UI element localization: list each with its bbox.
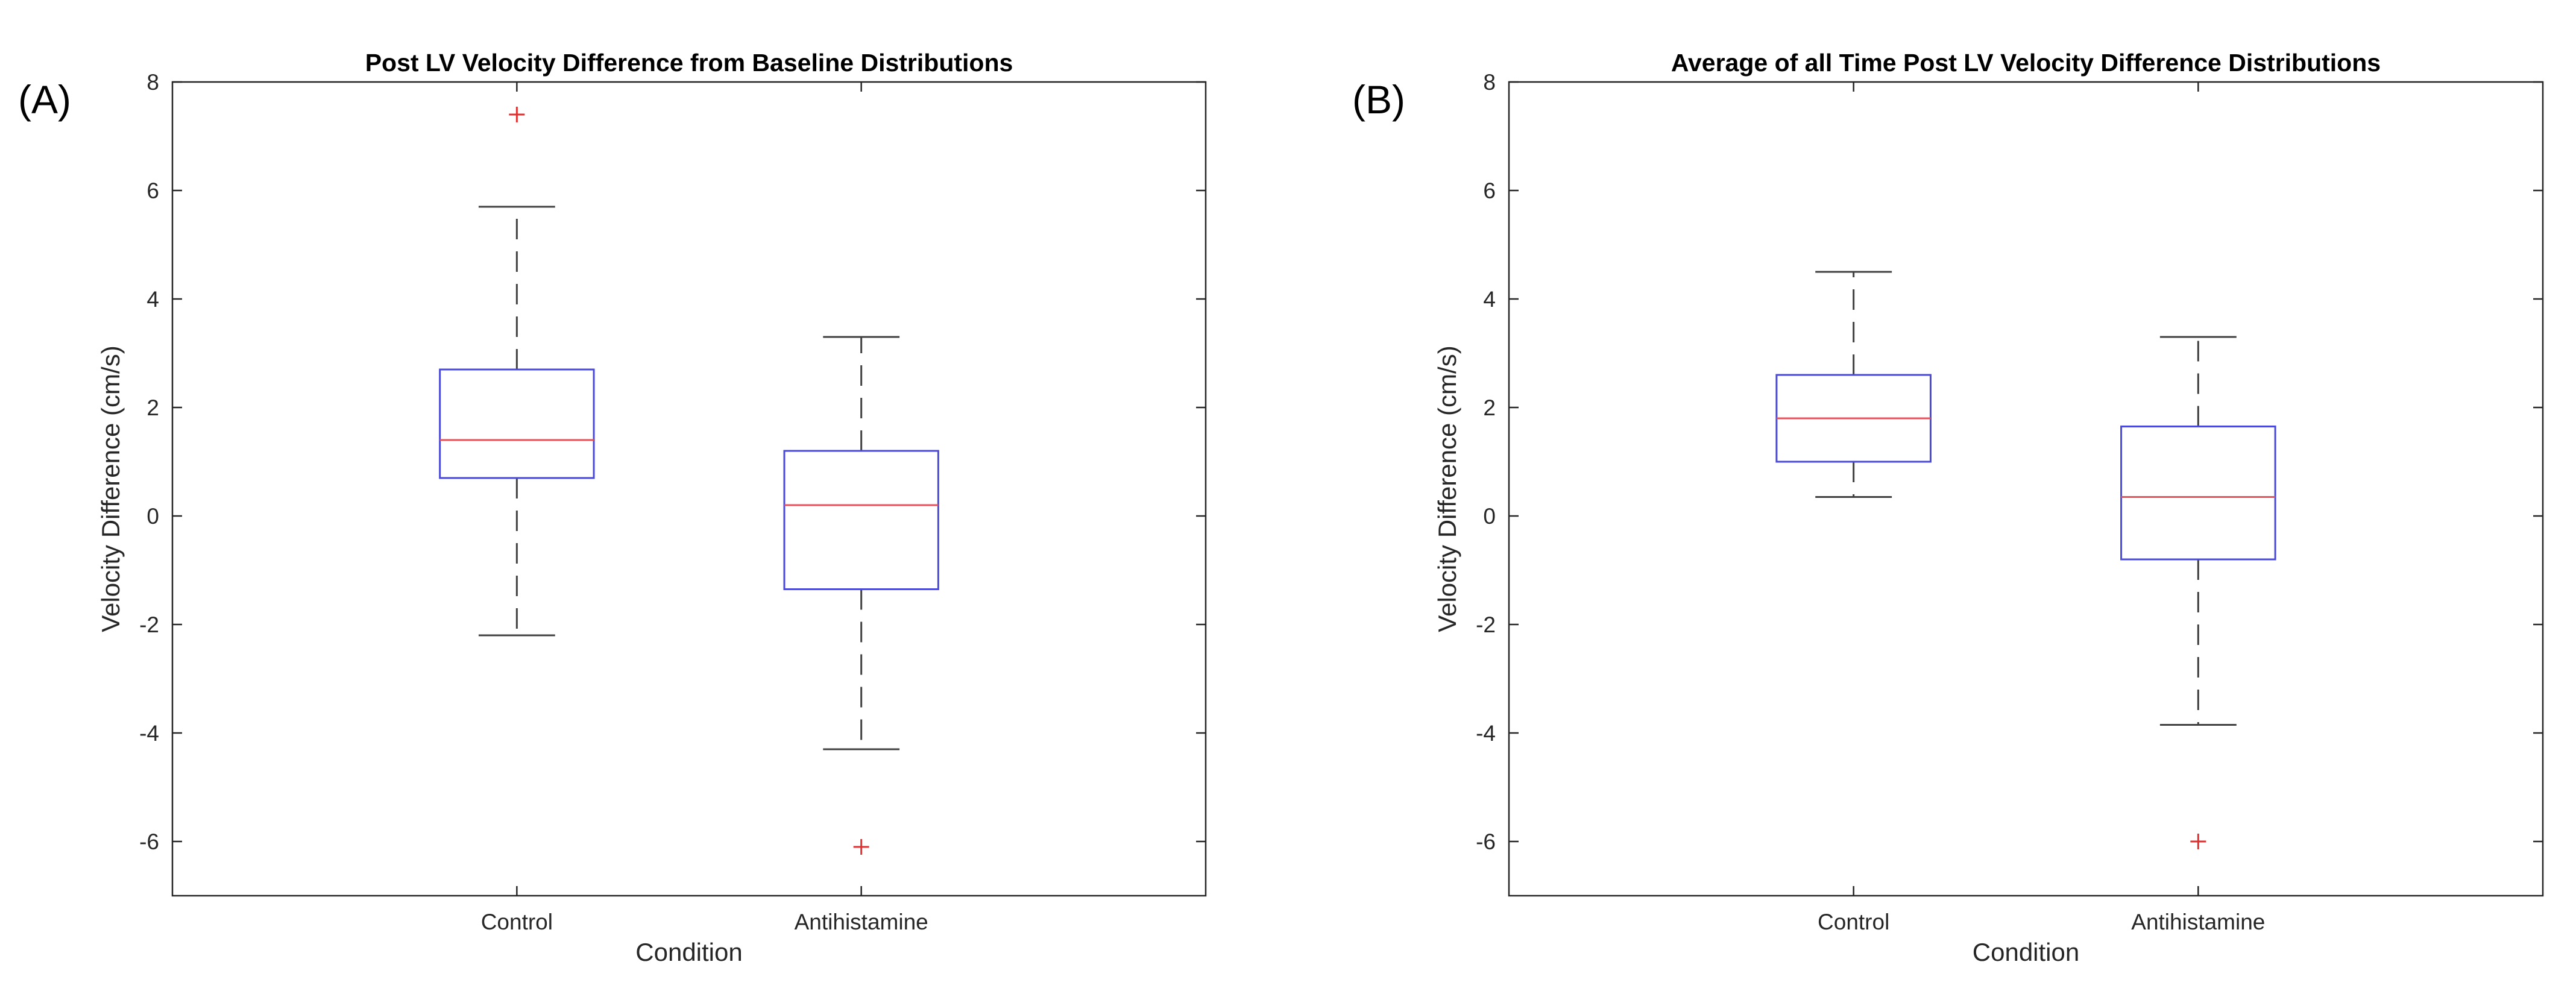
x-axis-label: Condition (635, 938, 742, 966)
x-tick-label: Control (481, 910, 553, 934)
outlier-marker (509, 107, 525, 122)
panel-letter: (A) (18, 77, 71, 122)
y-tick-label: -2 (139, 612, 159, 637)
y-axis-label: Velocity Difference (cm/s) (96, 345, 125, 632)
y-tick-label: 4 (146, 287, 159, 312)
iqr-box (439, 368, 595, 479)
axes-frame (1508, 81, 2544, 897)
panel-letter: (B) (1352, 77, 1405, 122)
y-tick-label: -4 (1476, 721, 1496, 746)
iqr-box (2120, 426, 2276, 561)
outlier-marker (853, 839, 869, 855)
y-tick-label: -2 (1476, 612, 1496, 637)
chart-title: Post LV Velocity Difference from Baselin… (365, 49, 1013, 77)
y-tick-label: 6 (146, 178, 159, 203)
y-tick-label: 2 (1483, 395, 1496, 420)
iqr-box (783, 450, 939, 590)
box-control (1775, 271, 1932, 498)
y-tick-label: 0 (1483, 504, 1496, 529)
box-antihistamine (783, 336, 939, 855)
box-control (439, 107, 595, 637)
y-axis-label: Velocity Difference (cm/s) (1433, 345, 1461, 632)
y-tick-label: 0 (146, 504, 159, 529)
chart-title: Average of all Time Post LV Velocity Dif… (1671, 49, 2381, 77)
y-tick-label: -4 (139, 721, 159, 746)
y-tick-label: 8 (1483, 70, 1496, 95)
axes-frame (171, 81, 1207, 897)
x-axis-label: Condition (1973, 938, 2079, 966)
x-tick-label: Antihistamine (795, 910, 928, 934)
outlier-marker (2190, 834, 2206, 849)
x-tick-label: Control (1818, 910, 1889, 934)
x-tick-label: Antihistamine (2131, 910, 2265, 934)
chart-panel-b: (B) Average of all Time Post LV Velocity … (1352, 49, 2544, 966)
y-tick-label: 6 (1483, 178, 1496, 203)
y-tick-label: -6 (1476, 829, 1496, 854)
y-tick-label: 8 (146, 70, 159, 95)
box-antihistamine (2120, 336, 2276, 849)
chart-panel-a: (A) Post LV Velocity Difference from Base… (18, 49, 1207, 966)
y-tick-label: 2 (146, 395, 159, 420)
y-tick-label: -6 (139, 829, 159, 854)
y-tick-label: 4 (1483, 287, 1496, 312)
